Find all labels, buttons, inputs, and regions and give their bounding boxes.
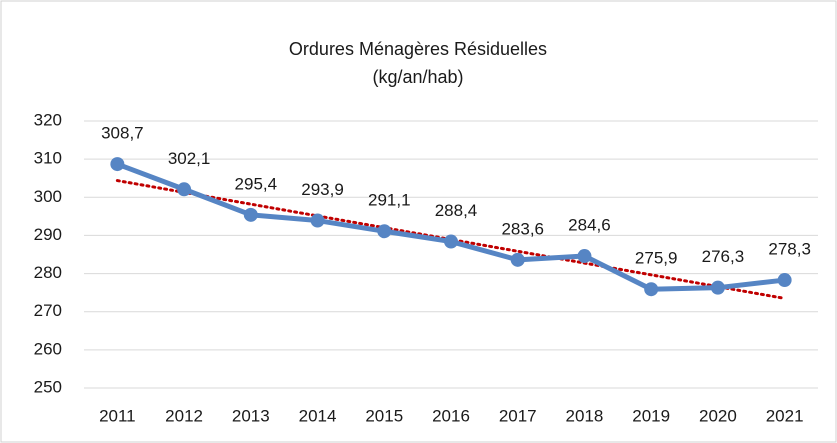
- x-tick-label: 2013: [232, 406, 270, 425]
- data-label: 284,6: [568, 216, 611, 235]
- marker: [777, 273, 792, 288]
- x-tick-label: 2021: [766, 406, 804, 425]
- data-label: 302,1: [168, 149, 211, 168]
- data-label: 291,1: [368, 191, 411, 210]
- x-tick-label: 2012: [165, 406, 203, 425]
- marker: [510, 252, 525, 267]
- x-tick-label: 2017: [499, 406, 537, 425]
- data-label: 278,3: [768, 240, 811, 259]
- x-tick-label: 2019: [632, 406, 670, 425]
- data-label: 275,9: [635, 249, 678, 268]
- data-label: 293,9: [301, 180, 344, 199]
- x-tick-label: 2015: [365, 406, 403, 425]
- x-tick-label: 2014: [299, 406, 337, 425]
- chart-subtitle: (kg/an/hab): [372, 67, 463, 87]
- y-tick-label: 300: [34, 187, 62, 206]
- marker: [644, 282, 659, 297]
- marker: [577, 249, 592, 264]
- marker: [110, 157, 125, 172]
- x-tick-label: 2018: [566, 406, 604, 425]
- data-label: 276,3: [702, 247, 745, 266]
- chart-title: Ordures Ménagères Résiduelles: [289, 39, 547, 59]
- y-tick-label: 290: [34, 225, 62, 244]
- data-label: 295,4: [235, 174, 278, 193]
- data-label: 283,6: [501, 219, 544, 238]
- marker: [710, 280, 725, 295]
- y-tick-label: 310: [34, 149, 62, 168]
- y-tick-label: 260: [34, 339, 62, 358]
- y-tick-label: 250: [34, 377, 62, 396]
- x-tick-label: 2016: [432, 406, 470, 425]
- marker: [310, 213, 325, 228]
- y-tick-label: 280: [34, 263, 62, 282]
- y-tick-label: 270: [34, 301, 62, 320]
- marker: [444, 234, 458, 249]
- marker: [377, 224, 392, 239]
- marker: [243, 207, 258, 222]
- x-tick-label: 2011: [99, 406, 136, 425]
- x-tick-label: 2020: [699, 406, 737, 425]
- marker: [177, 182, 192, 197]
- y-tick-label: 320: [34, 110, 62, 129]
- data-label: 308,7: [101, 124, 144, 143]
- data-label: 288,4: [435, 201, 478, 220]
